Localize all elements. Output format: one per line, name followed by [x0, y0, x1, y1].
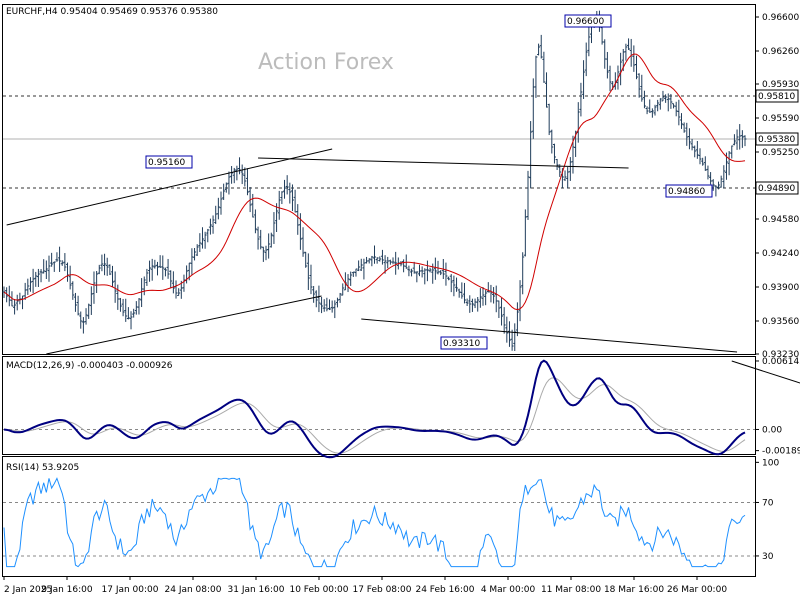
- x-axis-label: 17 Jan 00:00: [102, 585, 159, 595]
- price-y-tick-label: 0.95590: [762, 114, 799, 124]
- price-trendline: [258, 157, 629, 169]
- x-axis-label: 2 Jan 2025: [4, 585, 52, 595]
- price-header: EURCHF,H4 0.95404 0.95469 0.95376 0.9538…: [6, 7, 218, 17]
- chart-frames: [2, 4, 756, 577]
- price-trendline: [361, 318, 738, 353]
- x-axis-label: 9 Jan 16:00: [41, 585, 93, 595]
- annotation-box-low-mar: [665, 184, 713, 198]
- annotation-box-high-jan: [145, 155, 193, 169]
- price-pane-frame: [2, 4, 756, 355]
- price-tag-box: [755, 181, 799, 195]
- watermark: Action Forex: [258, 50, 394, 75]
- macd-y-tick-label: -0.001896: [762, 447, 800, 457]
- annotation-high-jan: 0.95160: [148, 158, 185, 168]
- price-y-tick-label: 0.95250: [762, 148, 799, 158]
- annotation-low-mar: 0.94860: [668, 187, 705, 197]
- rsi-header: RSI(14) 53.9205: [6, 463, 79, 473]
- price-y-tick-label: 0.96260: [762, 47, 799, 57]
- rsi-line: [3, 477, 746, 568]
- x-axis-label: 18 Mar 16:00: [604, 585, 664, 595]
- macd-header: MACD(12,26,9) -0.000403 -0.000926: [6, 361, 173, 371]
- x-axis-label: 26 Mar 00:00: [667, 585, 727, 595]
- annotation-high-mar: 0.96600: [567, 17, 604, 27]
- x-axis-label: 31 Jan 16:00: [228, 585, 285, 595]
- price-y-tick-label: 0.95930: [762, 80, 799, 90]
- macd-pane-frame: [2, 356, 756, 455]
- price-tag-label: 0.95380: [758, 135, 795, 145]
- annotation-box-low-feb: [440, 336, 488, 350]
- x-axis-label: 11 Mar 08:00: [541, 585, 601, 595]
- price-annotations: 0.95160 0.93310 0.96600 0.94860: [145, 14, 713, 350]
- macd-signal-line: [3, 377, 746, 454]
- x-axis-label: 24 Feb 16:00: [415, 585, 474, 595]
- macd-line: [3, 359, 746, 459]
- macd-y-tick-label: 0.00: [762, 425, 782, 435]
- price-y-tick-label: 0.93560: [762, 317, 799, 327]
- rsi-y-tick-label: 30: [762, 552, 774, 562]
- rsi-pane-frame: [2, 456, 756, 577]
- price-tag-label: 0.95810: [758, 92, 795, 102]
- moving-average-line: [3, 53, 746, 311]
- annotation-low-feb: 0.93310: [443, 339, 480, 349]
- macd-y-tick-label: 0.006143: [762, 357, 800, 367]
- price-tag-box: [755, 132, 799, 146]
- price-tag-box: [755, 89, 799, 103]
- x-axis-label: 4 Mar 00:00: [481, 585, 536, 595]
- macd-trendline: [731, 360, 800, 384]
- price-y-tick-label: 0.93900: [762, 283, 799, 293]
- rsi-y-tick-label: 70: [762, 498, 774, 508]
- x-axis-label: 17 Feb 08:00: [352, 585, 411, 595]
- price-trendline: [6, 148, 333, 226]
- price-y-tick-label: 0.93230: [762, 350, 799, 360]
- x-axis-label: 10 Feb 00:00: [289, 585, 348, 595]
- rsi-y-tick-label: 100: [762, 458, 779, 468]
- price-trendline: [46, 295, 322, 355]
- price-y-tick-label: 0.94240: [762, 249, 799, 259]
- price-tag-label: 0.94890: [758, 184, 795, 194]
- price-y-tick-label: 0.96600: [762, 13, 799, 23]
- x-axis-label: 24 Jan 08:00: [165, 585, 222, 595]
- price-y-tick-label: 0.94580: [762, 215, 799, 225]
- annotation-box-high-mar: [564, 14, 612, 28]
